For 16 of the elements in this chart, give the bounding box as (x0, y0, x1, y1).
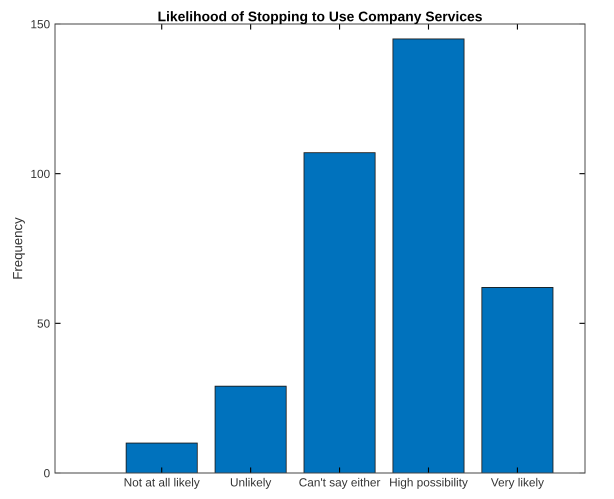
bar (126, 442, 198, 473)
bar (304, 152, 376, 473)
x-tick-label: Unlikely (230, 478, 272, 489)
bar (214, 386, 287, 473)
x-tick-label: Not at all likely (124, 478, 200, 489)
y-axis-title: Frequency (13, 217, 25, 279)
y-tick-label: 50 (37, 319, 50, 328)
y-tick-label: 0 (44, 469, 50, 478)
x-tick-label: High possibility (390, 478, 468, 489)
y-tick-label: 150 (31, 20, 50, 28)
y-tick-label: 100 (31, 170, 50, 178)
bar (392, 38, 464, 473)
chart-title: Likelihood of Stopping to Use Company Services (158, 11, 482, 24)
x-tick-label: Can't say either (299, 478, 380, 489)
bar (481, 286, 554, 473)
x-tick-label: Very likely (490, 478, 544, 489)
